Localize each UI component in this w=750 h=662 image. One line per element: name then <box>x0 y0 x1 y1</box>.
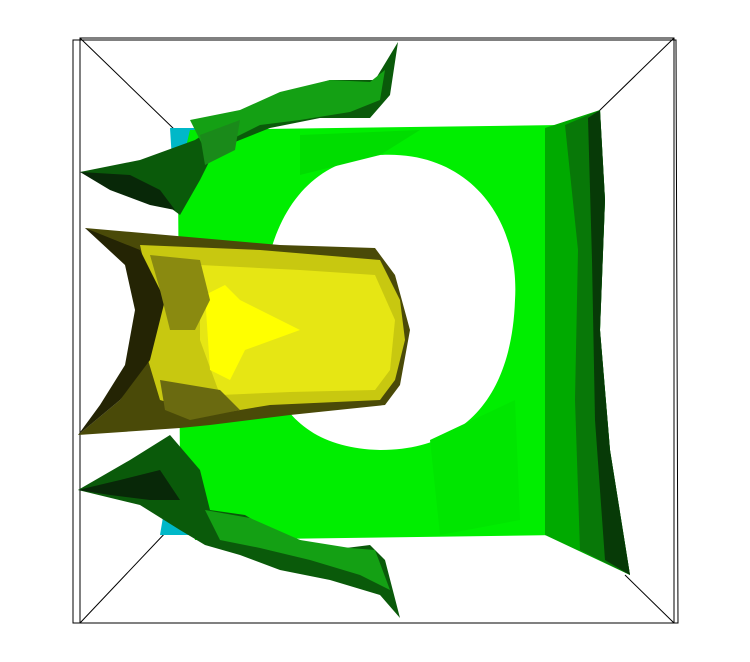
top-fin <box>80 42 398 215</box>
bounding-box-frame <box>72 37 679 624</box>
bottom-fin <box>78 435 400 618</box>
yellow-isosurface <box>78 228 410 435</box>
